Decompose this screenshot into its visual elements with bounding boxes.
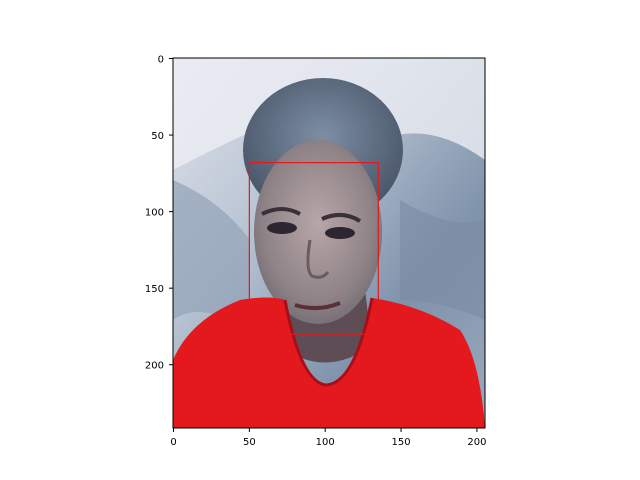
image-frame (172, 57, 486, 429)
face (254, 140, 382, 324)
x-axis-ticks: 0 50 100 150 200 (170, 428, 486, 448)
x-tick-label: 50 (243, 437, 256, 448)
x-tick-label: 200 (467, 437, 486, 448)
y-tick-label: 100 (145, 208, 164, 219)
portrait-photo (173, 58, 485, 428)
left-eye (267, 222, 297, 234)
y-tick-label: 150 (145, 284, 164, 295)
x-tick-label: 150 (392, 437, 411, 448)
y-axis-ticks: 0 50 100 150 200 (145, 55, 173, 372)
y-tick-label: 0 (158, 55, 164, 66)
right-eye (325, 227, 355, 239)
red-shirt (173, 297, 485, 428)
y-tick-label: 200 (145, 361, 164, 372)
face-bounding-box (248, 162, 379, 335)
y-tick-label: 50 (151, 131, 164, 142)
x-tick-label: 0 (170, 437, 176, 448)
x-tick-label: 100 (316, 437, 335, 448)
